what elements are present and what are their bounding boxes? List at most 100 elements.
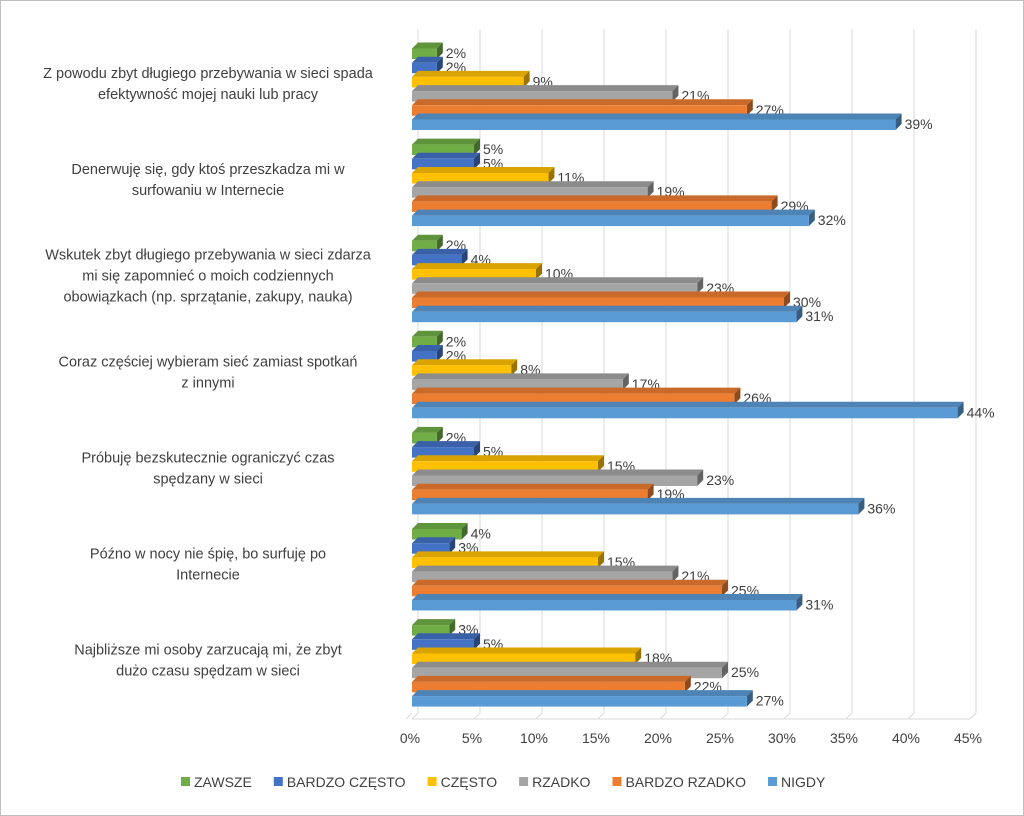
bar: [412, 600, 797, 611]
bar-side: [436, 42, 443, 59]
bar-top: [412, 152, 480, 159]
bar-side: [436, 56, 443, 74]
bar: [412, 297, 784, 308]
bar-side: [598, 551, 604, 568]
legend-label: NIGDY: [781, 774, 826, 790]
data-label: 32%: [818, 212, 846, 228]
bar-side: [436, 426, 443, 444]
bar: [412, 311, 797, 323]
bar-top: [412, 661, 728, 668]
bar-top: [412, 263, 542, 270]
bar: [412, 76, 524, 88]
bar: [412, 585, 722, 597]
bar-top: [412, 619, 456, 626]
bar: [412, 173, 549, 184]
bar-side: [474, 441, 480, 458]
gridline-floor: [411, 712, 419, 720]
bar-top: [412, 373, 629, 380]
gridline-floor: [845, 712, 853, 720]
bar: [412, 393, 735, 405]
gridline-floor: [969, 712, 977, 720]
bar-side: [734, 387, 741, 405]
bar-top: [412, 441, 480, 448]
bar-top: [412, 167, 555, 173]
bar-top: [412, 565, 679, 572]
data-label: 27%: [756, 693, 784, 709]
bar-top: [412, 56, 443, 63]
bar-side: [784, 291, 790, 308]
legend-swatch: [768, 777, 778, 786]
bar: [412, 48, 437, 59]
bar: [412, 653, 636, 664]
bar-side: [436, 345, 443, 362]
bar-top: [412, 359, 518, 366]
legend-swatch: [181, 777, 190, 786]
bar-top: [412, 537, 456, 544]
data-label: 36%: [867, 500, 895, 516]
x-tick-label: 40%: [892, 730, 920, 746]
legend-label: RZADKO: [532, 774, 590, 790]
bar-top: [412, 551, 604, 558]
category-label: Najbliższe mi osoby zarzucają mi, że zby…: [74, 643, 342, 659]
bar-side: [474, 633, 480, 650]
legend-swatch: [427, 777, 437, 786]
bar-top: [412, 523, 468, 529]
bar-side: [796, 594, 803, 611]
x-tick-label: 25%: [706, 730, 734, 746]
bar: [412, 215, 809, 227]
bar-side: [672, 565, 679, 583]
bar-side: [474, 138, 480, 156]
bar-top: [412, 277, 704, 284]
bar: [412, 475, 698, 486]
bar-side: [436, 234, 443, 252]
bar: [412, 625, 450, 636]
category-label: Coraz częściej wybieram sieć zamiast spo…: [59, 354, 358, 370]
bar-top: [412, 42, 443, 49]
x-tick-label: 15%: [582, 730, 610, 746]
data-label: 4%: [471, 526, 491, 542]
data-label: 31%: [805, 308, 833, 324]
bar-top: [412, 138, 480, 145]
bar: [412, 667, 722, 679]
category-label: surfowaniu w Internecie: [132, 183, 284, 199]
bar: [412, 529, 462, 540]
legend-swatch: [273, 777, 283, 786]
bar-top: [412, 455, 604, 462]
bar: [412, 461, 598, 472]
gridline-floor: [783, 712, 791, 720]
bar-top: [412, 330, 443, 337]
bar-side: [722, 579, 728, 597]
bar-top: [412, 647, 642, 654]
bar: [412, 447, 474, 458]
gridline-floor: [535, 712, 543, 720]
bar-side: [771, 195, 778, 212]
category-label: spędzany w sieci: [153, 471, 263, 487]
bar: [412, 91, 673, 102]
category-label: mi się zapomnieć o moich codziennych: [82, 269, 333, 285]
x-tick-label: 35%: [830, 730, 858, 746]
bar-top: [412, 70, 530, 77]
bar-side: [808, 209, 815, 227]
bar: [412, 503, 859, 515]
x-tick-label: 5%: [462, 730, 482, 746]
bar: [412, 187, 648, 198]
bar-top: [412, 426, 443, 433]
data-label: 2%: [446, 45, 466, 61]
data-label: 39%: [905, 116, 933, 132]
bar: [412, 432, 437, 444]
bar-top: [412, 195, 778, 202]
legend-label: ZAWSZE: [194, 774, 252, 790]
bar: [412, 571, 673, 583]
legend-label: BARDZO RZADKO: [625, 774, 746, 790]
gridline-floor: [721, 712, 729, 720]
bar-side: [461, 248, 468, 266]
gridline-floor: [473, 712, 481, 720]
x-tick-label: 20%: [644, 730, 672, 746]
category-label: dużo czasu spędzam w sieci: [116, 664, 300, 680]
bar-top: [412, 633, 480, 640]
bar-side: [895, 113, 902, 130]
bar-side: [598, 455, 604, 472]
bar: [412, 489, 648, 501]
